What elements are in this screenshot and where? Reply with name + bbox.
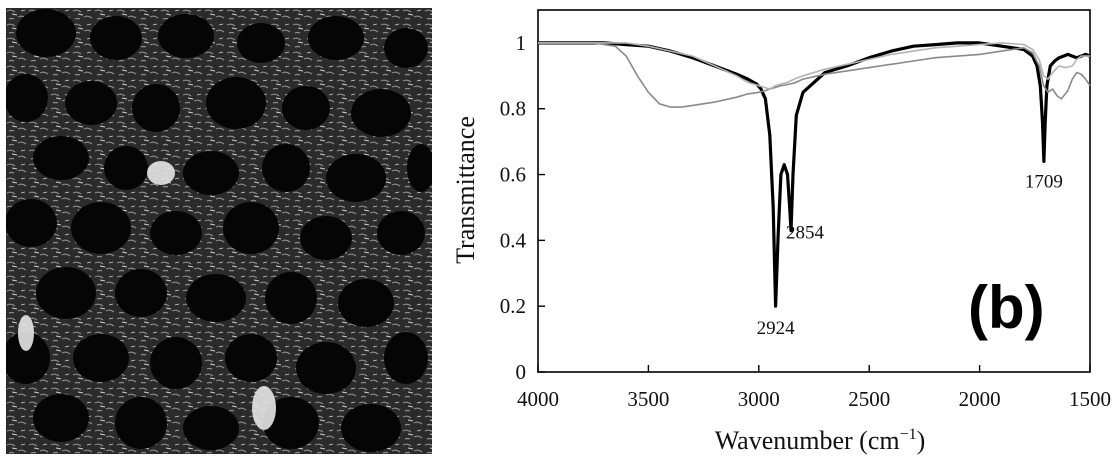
- pore: [150, 337, 202, 389]
- pore: [263, 397, 319, 449]
- pore: [407, 144, 432, 192]
- series-line-1: [538, 41, 1091, 308]
- pore: [296, 342, 356, 394]
- y-tick-label: 0.4: [500, 228, 527, 252]
- pore: [6, 199, 57, 247]
- pore: [377, 211, 425, 255]
- pore: [73, 334, 129, 382]
- pore: [16, 9, 76, 57]
- pore: [308, 16, 364, 60]
- pore: [384, 332, 428, 384]
- x-axis-ticks: 4000 3500 3000 2500 2000 1500: [517, 365, 1111, 411]
- annotation-layer: 2924 2854 1709: [757, 171, 1063, 339]
- pore: [265, 272, 317, 324]
- pore: [186, 274, 246, 322]
- pore: [206, 77, 266, 129]
- pore: [132, 84, 180, 132]
- pore: [183, 151, 239, 195]
- pore: [65, 81, 117, 125]
- y-axis-title: Transmittance: [451, 116, 480, 264]
- peak-label: 2924: [757, 318, 796, 339]
- pore: [33, 136, 89, 180]
- peak-label: 1709: [1025, 171, 1063, 192]
- y-tick-label: 1: [516, 31, 527, 55]
- pore: [223, 202, 279, 254]
- pore: [33, 394, 89, 442]
- y-tick-label: 0.2: [500, 294, 526, 318]
- pore: [282, 86, 330, 130]
- panel-label: (b): [968, 274, 1045, 341]
- pore: [225, 334, 277, 382]
- x-tick-label: 2000: [959, 387, 1001, 411]
- pore: [6, 332, 50, 384]
- y-tick-label: 0: [516, 360, 527, 384]
- pore: [326, 154, 386, 202]
- pore: [158, 14, 214, 58]
- x-tick-label: 4000: [517, 387, 559, 411]
- plot-border: [537, 9, 1091, 373]
- pore: [384, 28, 428, 68]
- plot-frame: [537, 9, 1091, 373]
- pore: [262, 144, 310, 192]
- x-tick-label: 1500: [1069, 387, 1111, 411]
- y-tick-label: 0.8: [500, 97, 526, 121]
- pore: [183, 406, 239, 450]
- pore: [90, 16, 142, 60]
- pore: [237, 23, 285, 63]
- x-tick-label: 3500: [627, 387, 669, 411]
- x-tick-label: 2500: [848, 387, 890, 411]
- pore: [351, 89, 411, 137]
- x-axis-title-close: ): [917, 426, 926, 455]
- pore: [150, 211, 202, 255]
- x-tick-label: 3000: [738, 387, 780, 411]
- y-tick-label: 0.6: [500, 163, 526, 187]
- x-axis-title: Wavenumber (cm−1): [715, 426, 926, 455]
- pore: [115, 397, 167, 449]
- pore: [6, 74, 48, 122]
- pore: [115, 269, 167, 317]
- pore: [338, 279, 394, 327]
- series-line-3: [538, 42, 1090, 90]
- surface-micrograph: [6, 8, 432, 454]
- pore: [36, 267, 96, 319]
- x-axis-title-superscript: −1: [900, 426, 917, 443]
- series-layer: [538, 41, 1091, 308]
- x-axis-title-text: Wavenumber (cm: [715, 426, 900, 455]
- pore: [341, 404, 401, 452]
- pore: [300, 216, 352, 260]
- y-axis-ticks: 0 0.2 0.4 0.6 0.8 1: [500, 31, 545, 384]
- ir-spectrum-chart: 00.20.40.60.81 4000 3500 3000 2500 2000 1500 …: [451, 9, 1111, 455]
- series-line-2: [538, 42, 1091, 108]
- peak-label: 2854: [786, 222, 825, 243]
- pore: [71, 202, 131, 254]
- pore: [104, 146, 148, 190]
